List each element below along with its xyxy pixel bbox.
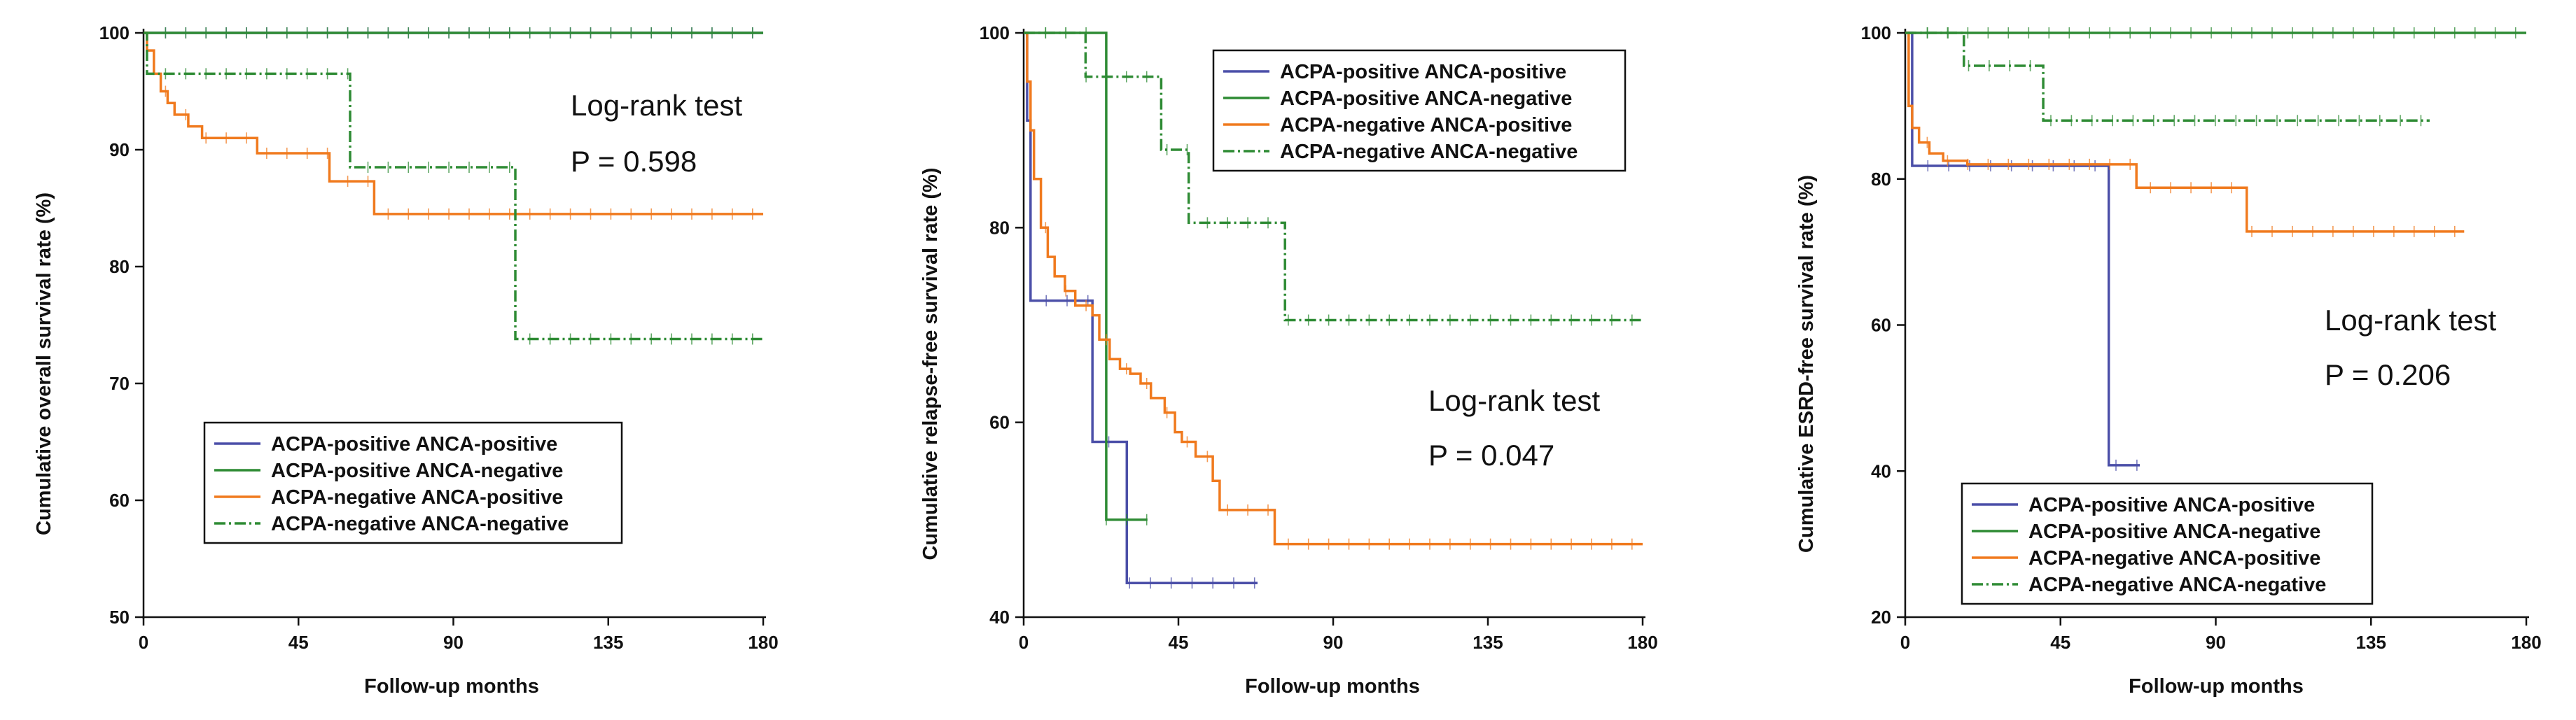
x-tick-label: 135 [2356, 632, 2386, 653]
series-line-acpa-negative-anca-negative [1905, 31, 2430, 122]
censor-marks-acpa-positive-anca-positive [1927, 160, 2138, 471]
x-tick-label: 90 [2206, 632, 2226, 653]
y-axis-label: Cumulative overall survival rate (%) [33, 192, 55, 535]
y-tick-label: 80 [989, 217, 1010, 238]
x-tick-label: 0 [1900, 632, 1910, 653]
y-tick-label: 100 [1861, 22, 1891, 43]
chart-panel-relapse-free-survival: Cumulative relapse-free survival rate (%… [919, 22, 1658, 698]
x-axis-label: Follow-up months [1245, 675, 1420, 698]
legend-box [203, 421, 623, 544]
x-tick-label: 45 [2050, 632, 2070, 653]
y-tick-label: 100 [99, 22, 130, 43]
annotation-p-value: P = 0.047 [1428, 439, 1554, 472]
y-tick-label: 20 [1871, 607, 1891, 628]
y-tick-label: 90 [109, 139, 130, 160]
legend-label-acpa-positive-anca-negative: ACPA-positive ANCA-negative [1280, 87, 1572, 110]
annotation-p-value: P = 0.598 [571, 145, 697, 178]
series-line-acpa-positive-anca-positive [1905, 31, 2140, 467]
legend-label-acpa-positive-anca-negative: ACPA-positive ANCA-negative [2028, 521, 2320, 543]
chart-panel-esrd-free-survival: Cumulative ESRD-free survival rate (%) F… [1795, 22, 2542, 698]
x-tick-label: 180 [1627, 632, 1657, 653]
legend-label-acpa-positive-anca-negative: ACPA-positive ANCA-negative [271, 460, 563, 482]
legend-label-acpa-negative-anca-positive: ACPA-negative ANCA-positive [271, 486, 563, 509]
series-line-acpa-negative-anca-negative [1024, 31, 1643, 322]
legend-label-acpa-negative-anca-positive: ACPA-negative ANCA-positive [2028, 547, 2320, 570]
series-line-acpa-negative-anca-positive [1024, 31, 1643, 546]
censor-marks-acpa-negative-anca-negative [1927, 27, 2422, 127]
y-tick-label: 80 [1871, 169, 1891, 190]
chart-panel-overall-survival: Cumulative overall survival rate (%) Fol… [33, 22, 779, 698]
y-tick-label: 60 [1871, 315, 1891, 336]
x-tick-label: 90 [1323, 632, 1344, 653]
legend-label-acpa-positive-anca-positive: ACPA-positive ANCA-positive [271, 433, 557, 456]
legend: ACPA-positive ANCA-positive ACPA-positive… [1961, 482, 2374, 605]
censor-marks-acpa-negative-anca-positive [1926, 136, 2456, 237]
y-axis-label: Cumulative relapse-free survival rate (%… [919, 168, 942, 560]
x-axis-label: Follow-up months [2129, 675, 2304, 698]
x-tick-label: 90 [443, 632, 464, 653]
censor-marks-acpa-negative-anca-positive [1045, 222, 1633, 550]
censor-marks-acpa-positive-anca-negative [165, 27, 753, 38]
legend-label-acpa-positive-anca-positive: ACPA-positive ANCA-positive [2028, 494, 2315, 516]
legend-label-acpa-negative-anca-negative: ACPA-negative ANCA-negative [271, 513, 569, 535]
y-tick-label: 70 [109, 373, 130, 394]
censor-marks-acpa-positive-anca-positive [1045, 295, 1255, 589]
censor-marks-acpa-negative-anca-negative [165, 68, 753, 345]
y-tick-label: 80 [109, 256, 130, 277]
censor-marks-acpa-negative-anca-positive [165, 85, 753, 220]
series-line-acpa-positive-anca-negative [1024, 31, 1148, 521]
y-tick-label: 40 [1871, 460, 1891, 481]
x-tick-label: 135 [593, 632, 623, 653]
censor-marks-acpa-negative-anca-negative [1045, 27, 1633, 326]
y-tick-label: 40 [989, 607, 1010, 628]
legend: ACPA-positive ANCA-positive ACPA-positive… [203, 421, 623, 544]
legend-box [1961, 482, 2374, 605]
series-line-acpa-negative-anca-positive [1905, 31, 2465, 233]
y-tick-label: 60 [109, 490, 130, 511]
legend-label-acpa-positive-anca-positive: ACPA-positive ANCA-positive [1280, 61, 1566, 83]
series-line-acpa-negative-anca-negative [144, 31, 763, 341]
y-tick-label: 100 [980, 22, 1010, 43]
x-tick-label: 45 [288, 632, 309, 653]
x-tick-label: 180 [748, 632, 778, 653]
y-tick-label: 50 [109, 607, 130, 628]
x-tick-label: 180 [2511, 632, 2541, 653]
annotation-p-value: P = 0.206 [2325, 358, 2451, 391]
legend-label-acpa-negative-anca-positive: ACPA-negative ANCA-positive [1280, 114, 1572, 136]
annotation-test-name: Log-rank test [1428, 384, 1600, 417]
legend-box [1212, 49, 1627, 172]
legend: ACPA-positive ANCA-positive ACPA-positive… [1212, 49, 1627, 172]
annotation-test-name: Log-rank test [2325, 304, 2496, 337]
legend-label-acpa-negative-anca-negative: ACPA-negative ANCA-negative [2028, 574, 2326, 596]
x-tick-label: 0 [1019, 632, 1029, 653]
y-tick-label: 60 [989, 412, 1010, 433]
y-axis-label: Cumulative ESRD-free survival rate (%) [1795, 175, 1818, 553]
x-tick-label: 45 [1169, 632, 1189, 653]
x-axis-label: Follow-up months [364, 675, 539, 698]
x-tick-label: 135 [1473, 632, 1503, 653]
x-tick-label: 0 [139, 632, 148, 653]
legend-label-acpa-negative-anca-negative: ACPA-negative ANCA-negative [1280, 141, 1578, 163]
series-line-acpa-negative-anca-positive [144, 31, 763, 216]
annotation-test-name: Log-rank test [571, 89, 742, 122]
